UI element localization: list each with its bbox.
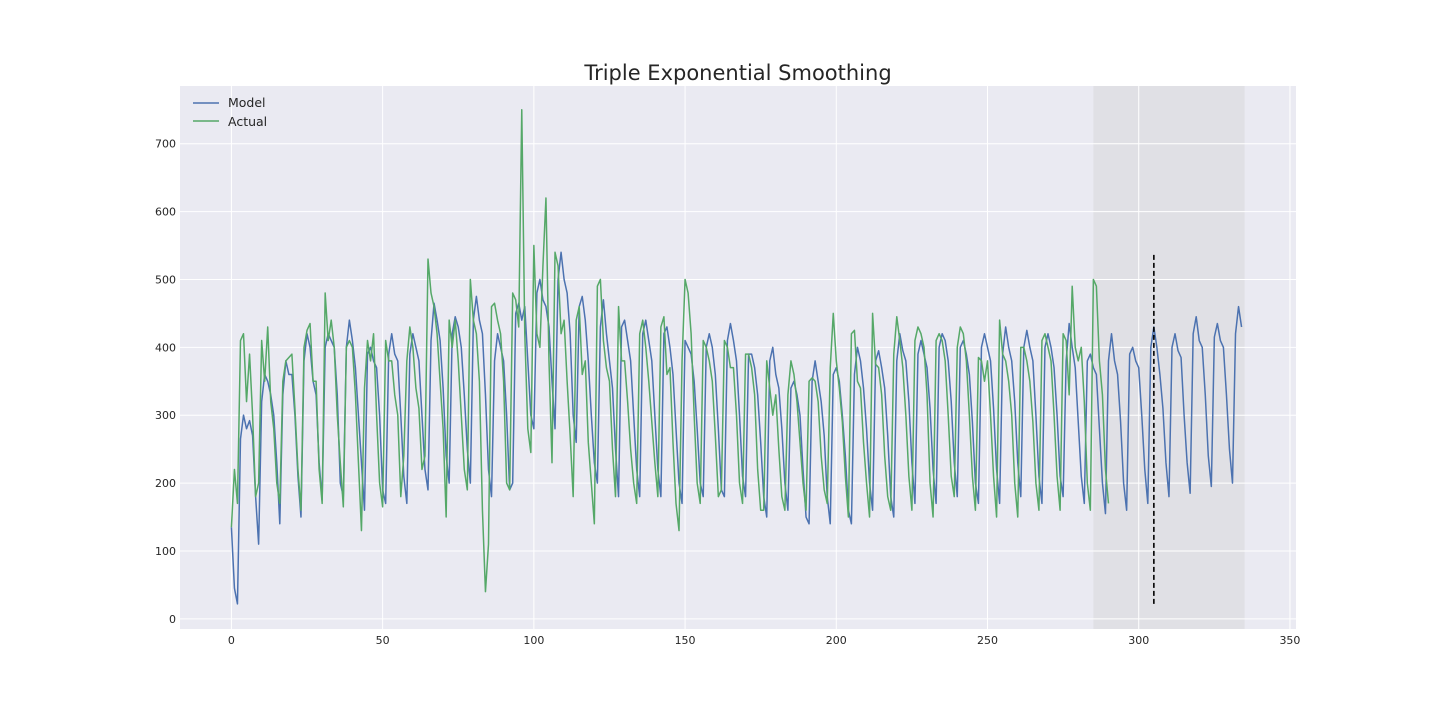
shaded-region bbox=[1093, 86, 1245, 629]
legend-label-actual: Actual bbox=[228, 114, 267, 129]
chart-title: Triple Exponential Smoothing bbox=[583, 61, 891, 85]
y-tick-label: 200 bbox=[155, 477, 176, 490]
y-tick-label: 700 bbox=[155, 138, 176, 151]
x-tick-label: 200 bbox=[826, 634, 847, 647]
y-tick-label: 500 bbox=[155, 273, 176, 286]
tick-label-layer: 0 50 100 150 200 250 300 350 0 100 200 300 400 500 600… bbox=[155, 138, 1300, 647]
x-tick-label: 250 bbox=[977, 634, 998, 647]
x-tick-label: 0 bbox=[228, 634, 235, 647]
grid-layer bbox=[180, 86, 1296, 629]
y-tick-label: 0 bbox=[169, 613, 176, 626]
legend-label-model: Model bbox=[228, 95, 266, 110]
shaded-region-layer bbox=[1093, 86, 1245, 629]
series-line-actual bbox=[230, 109, 1110, 593]
x-tick-label: 100 bbox=[523, 634, 544, 647]
series-line-model bbox=[230, 251, 1243, 605]
x-tick-label: 300 bbox=[1128, 634, 1149, 647]
y-tick-label: 100 bbox=[155, 545, 176, 558]
y-tick-label: 600 bbox=[155, 206, 176, 219]
y-tick-label: 300 bbox=[155, 409, 176, 422]
x-tick-label: 350 bbox=[1279, 634, 1300, 647]
series-layer bbox=[230, 109, 1243, 605]
x-tick-label: 50 bbox=[376, 634, 390, 647]
legend: Model Actual bbox=[193, 95, 267, 129]
y-tick-label: 400 bbox=[155, 341, 176, 354]
x-tick-label: 150 bbox=[675, 634, 696, 647]
